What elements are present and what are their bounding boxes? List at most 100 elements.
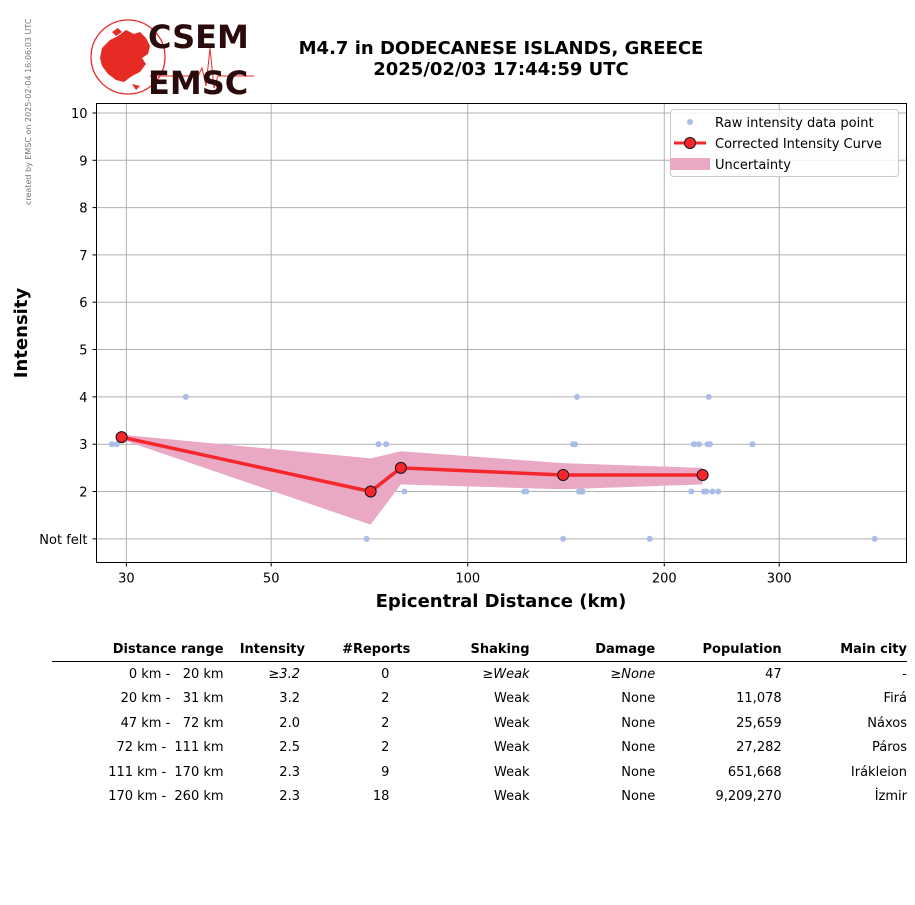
cell-damage: None [621,715,656,731]
cell-range: 20 km - 31 km [116,691,224,707]
cell-city: Firá [883,691,907,707]
cell-city: Irákleion [850,764,907,780]
x-tick-label: 300 [767,572,792,587]
cell-reports: 18 [372,789,390,805]
cell-damage: None [621,764,656,780]
cell-intensity: 2.0 [279,715,300,731]
y-tick-label: Not felt [39,533,87,548]
cell-intensity: 2.3 [279,789,300,805]
raw-data-point [401,488,408,495]
csem-emsc-logo: CSEM EMSC [90,18,254,98]
corrected-curve-marker [394,461,407,474]
cell-shaking: Weak [493,740,530,756]
legend-raw-marker [687,119,693,125]
cell-shaking: Weak [493,691,530,707]
x-tick-label: 50 [263,572,280,587]
cell-damage: None [621,740,656,756]
cell-population: 651,668 [727,764,782,780]
raw-data-point [706,441,713,448]
cell-intensity: 2.3 [279,764,300,780]
raw-data-point [363,535,370,542]
table-header-row: Distance range Intensity #Reports Shakin… [52,640,907,662]
raw-data-point [871,535,878,542]
legend-band-swatch [670,158,710,170]
cell-city: Náxos [867,715,907,731]
raw-data-point [703,488,710,495]
logo-csem-text: CSEM [148,18,249,56]
header-damage: Damage [529,640,656,662]
cell-range: 0 km - 20 km [120,666,224,682]
legend-band-label: Uncertainty [715,158,791,173]
raw-points-layer [108,393,878,542]
cell-population: 25,659 [736,715,782,731]
raw-data-point [108,441,115,448]
table-row: 47 km - 72 km 2.0 2 Weak None 25,659 Náx… [52,711,907,736]
cell-city: - [902,666,907,682]
y-tick-label: 5 [79,344,87,359]
legend-raw-label: Raw intensity data point [715,116,874,131]
x-tick-label: 100 [455,572,480,587]
cell-range: 72 km - 111 km [112,740,224,756]
cell-damage: None [621,691,656,707]
tick-layer: 30 50 100 200 300 Not felt 2 3 4 5 6 7 8 9 10 [39,107,791,587]
intensity-summary-table: Distance range Intensity #Reports Shakin… [52,640,907,809]
y-tick-label: 7 [79,249,87,264]
y-tick-label: 8 [79,202,87,217]
y-tick-label: 9 [79,154,87,169]
raw-data-point [646,535,653,542]
event-title-line1: M4.7 in DODECANESE ISLANDS, GREECE [298,38,704,59]
y-axis-label: Intensity [11,288,32,379]
raw-data-point [113,441,120,448]
raw-data-point [182,393,189,400]
cell-damage: ≥None [610,666,656,682]
x-tick-label: 30 [118,572,135,587]
cell-intensity: ≥3.2 [268,666,300,682]
x-axis-label: Epicentral Distance (km) [376,591,627,612]
header-population: Population [655,640,782,662]
table-row: 72 km - 111 km 2.5 2 Weak None 27,282 Pá… [52,736,907,761]
cell-range: 47 km - 72 km [116,715,224,731]
corrected-curve-marker [364,485,377,498]
table-row: 111 km - 170 km 2.3 9 Weak None 651,668 … [52,760,907,785]
table-row: 170 km - 260 km 2.3 18 Weak None 9,209,2… [52,785,907,810]
cell-population: 9,209,270 [715,789,782,805]
raw-data-point [579,488,586,495]
raw-data-point [705,393,712,400]
corrected-curve-marker [557,468,570,481]
x-tick-label: 200 [652,572,677,587]
corrected-curve-marker [115,431,128,444]
raw-data-point [695,441,702,448]
cell-intensity: 3.2 [279,691,300,707]
y-tick-label: 3 [79,438,87,453]
event-title-line2: 2025/02/03 17:44:59 UTC [373,59,629,80]
raw-data-point [690,441,697,448]
header-distance-range: Distance range [52,640,224,662]
legend: Raw intensity data point Corrected Inten… [670,109,899,177]
raw-data-point [523,488,530,495]
raw-data-point [715,488,722,495]
header-shaking: Shaking [410,640,530,662]
table-row: 20 km - 31 km 3.2 2 Weak None 11,078 Fir… [52,687,907,712]
cell-population: 27,282 [736,740,782,756]
intensity-chart: 30 50 100 200 300 Not felt 2 3 4 5 6 7 8 9 10 Epicentr… [11,103,907,612]
cell-population: 47 [765,666,782,682]
uncertainty-band-layer [121,434,703,525]
event-title: M4.7 in DODECANESE ISLANDS, GREECE 2025/… [262,38,740,80]
cell-shaking: Weak [493,764,530,780]
cell-intensity: 2.5 [279,740,300,756]
raw-data-point [375,441,382,448]
raw-data-point [749,441,756,448]
y-tick-label: 2 [79,486,87,501]
raw-data-point [688,488,695,495]
y-tick-label: 10 [71,107,88,122]
raw-data-point [383,441,390,448]
cell-shaking: ≥Weak [482,666,530,682]
raw-data-point [560,535,567,542]
legend-curve-marker [684,137,696,149]
cell-reports: 2 [381,691,390,707]
raw-data-point [709,488,716,495]
cell-city: İzmir [874,789,907,805]
cell-shaking: Weak [493,715,530,731]
y-tick-label: 6 [79,296,87,311]
y-tick-label: 4 [79,391,87,406]
